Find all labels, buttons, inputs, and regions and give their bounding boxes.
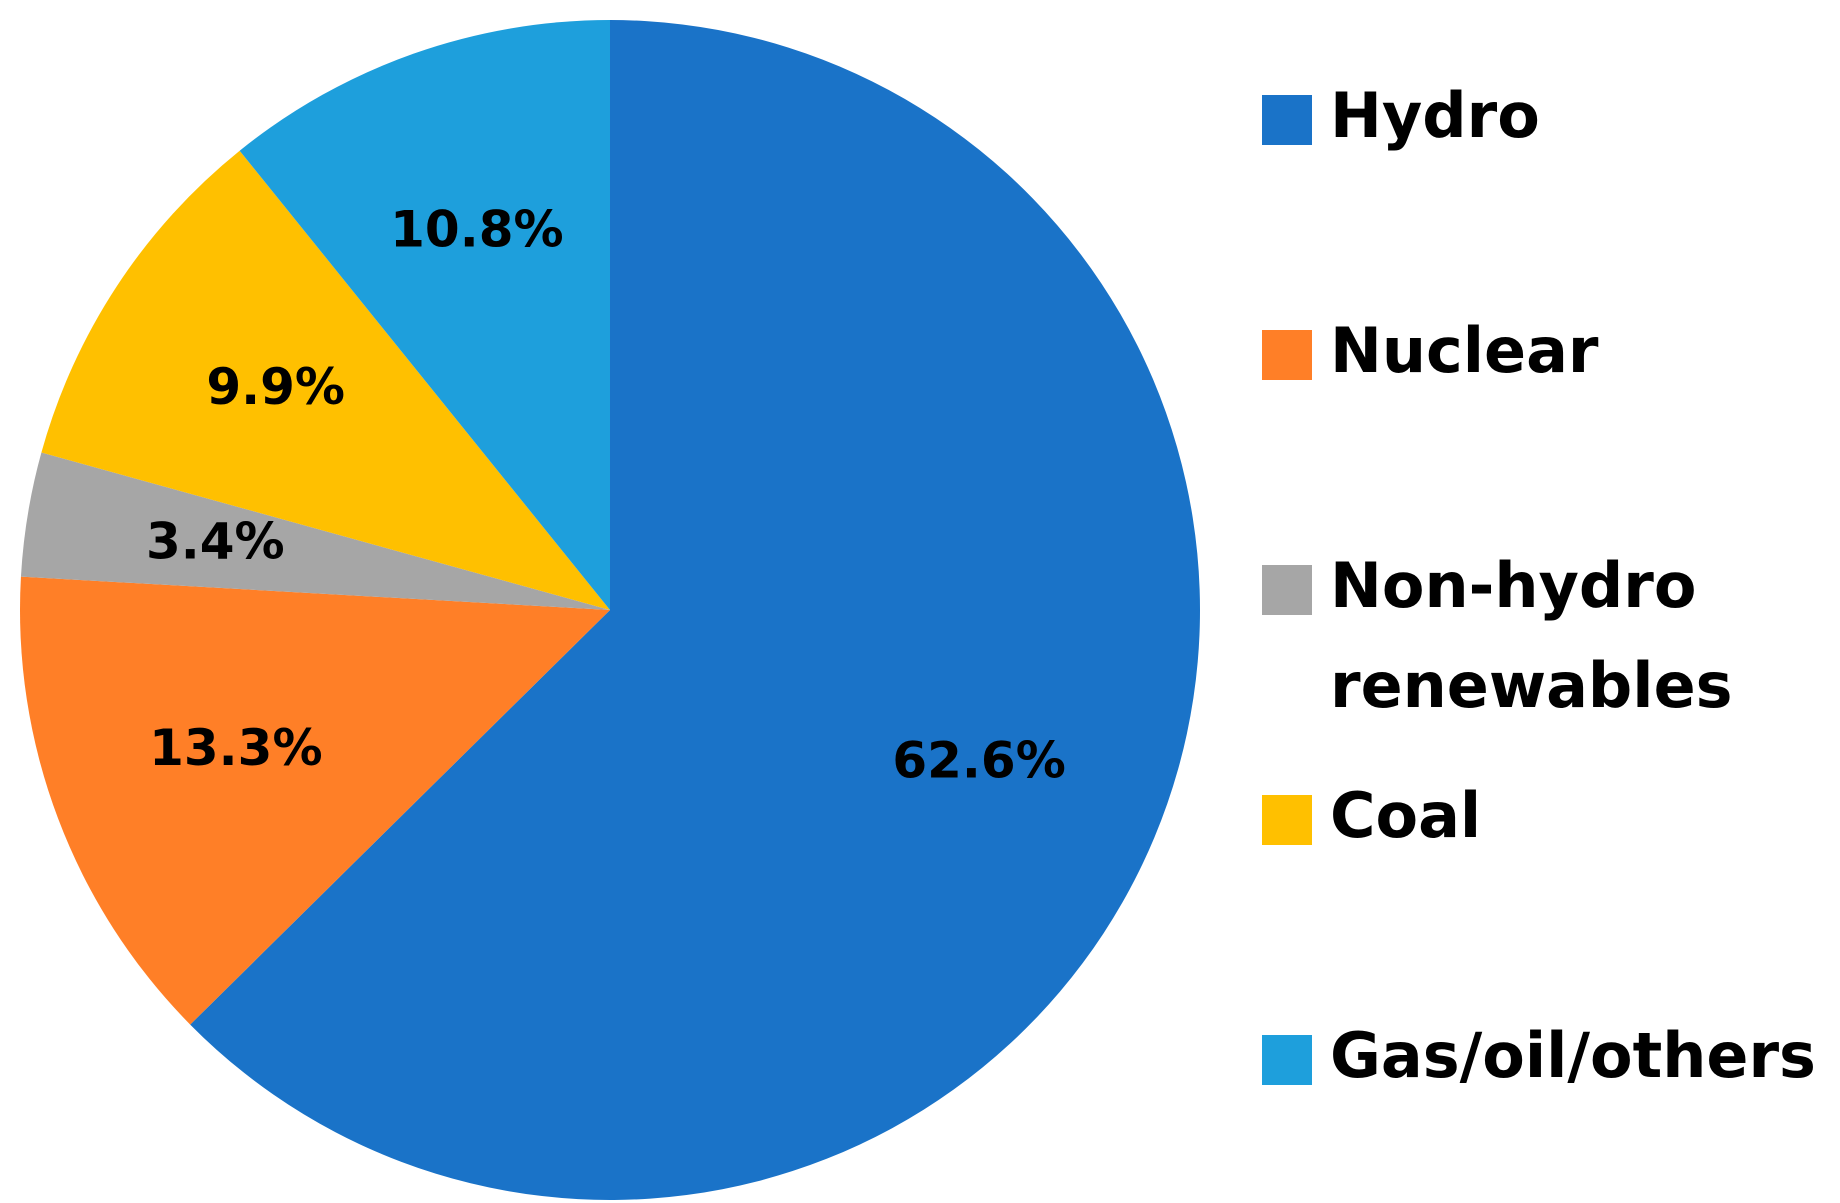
legend: Hydro Nuclear Non-hydro renewables Coal Gas/o… bbox=[1262, 79, 1816, 1092]
legend-label: Coal bbox=[1330, 779, 1481, 852]
pie-slice-nuclear bbox=[20, 576, 610, 1025]
pie-slices bbox=[20, 20, 1201, 1200]
slice-label-gas-oil-others: 10.8% bbox=[390, 200, 563, 258]
legend-label: Nuclear bbox=[1330, 314, 1599, 387]
legend-label: Non-hydro bbox=[1330, 549, 1696, 622]
legend-label: Gas/oil/others bbox=[1330, 1019, 1816, 1092]
legend-item-hydro: Hydro bbox=[1262, 79, 1540, 152]
legend-item-gas-oil-others: Gas/oil/others bbox=[1262, 1019, 1816, 1092]
legend-swatch bbox=[1262, 1035, 1312, 1085]
pie-slice-hydro bbox=[190, 20, 1201, 1200]
legend-label: renewables bbox=[1330, 649, 1733, 722]
pie-slice-coal bbox=[41, 150, 611, 610]
slice-label-coal: 9.9% bbox=[206, 358, 345, 416]
legend-swatch bbox=[1262, 95, 1312, 145]
pie-slice-labels: 62.6% 13.3% 3.4% 9.9% 10.8% bbox=[146, 200, 1066, 789]
legend-item-nuclear: Nuclear bbox=[1262, 314, 1599, 387]
legend-label: Hydro bbox=[1330, 79, 1540, 152]
pie-slice-gas-oil-others bbox=[239, 20, 610, 610]
legend-swatch bbox=[1262, 795, 1312, 845]
legend-swatch bbox=[1262, 330, 1312, 380]
slice-label-nuclear: 13.3% bbox=[149, 719, 322, 777]
slice-label-non-hydro-renewables: 3.4% bbox=[146, 512, 285, 570]
legend-item-non-hydro-renewables: Non-hydro renewables bbox=[1262, 549, 1733, 722]
legend-swatch bbox=[1262, 565, 1312, 615]
pie-slice-non-hydro-renewables bbox=[20, 452, 610, 610]
legend-item-coal: Coal bbox=[1262, 779, 1481, 852]
slice-label-hydro: 62.6% bbox=[892, 732, 1065, 790]
